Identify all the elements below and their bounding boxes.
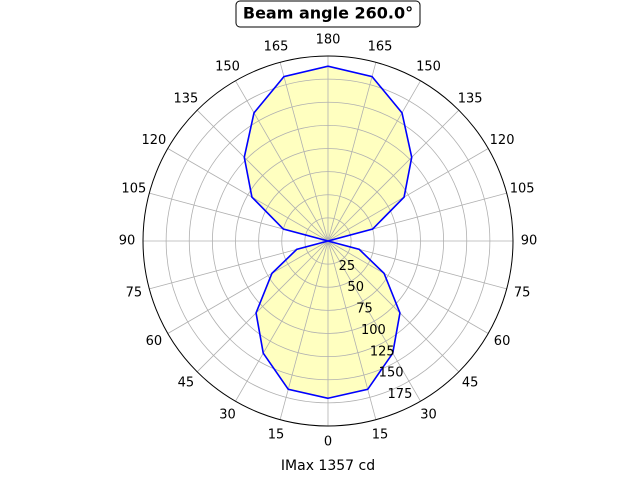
theta-tick-label: 15 bbox=[268, 428, 285, 443]
theta-tick-label: 120 bbox=[490, 133, 515, 148]
theta-tick-label: 45 bbox=[462, 376, 479, 391]
outer-frame bbox=[142, 55, 514, 427]
r-tick-label: 125 bbox=[370, 344, 395, 359]
theta-tick-label: 30 bbox=[420, 408, 437, 423]
grid-spoke bbox=[196, 240, 329, 373]
theta-tick-label: 0 bbox=[324, 435, 332, 450]
theta-tick-label: 90 bbox=[521, 234, 538, 249]
r-tick-label: 25 bbox=[339, 259, 356, 274]
title-box bbox=[235, 0, 421, 28]
grid-spoke bbox=[279, 62, 329, 242]
r-tick-label: 50 bbox=[347, 280, 364, 295]
theta-tick-label: 135 bbox=[173, 91, 198, 106]
theta-tick-label: 60 bbox=[494, 334, 511, 349]
theta-tick-label: 180 bbox=[316, 33, 341, 48]
theta-tick-label: 15 bbox=[372, 428, 389, 443]
r-tick-label: 100 bbox=[361, 323, 386, 338]
line bbox=[243, 65, 413, 400]
theta-tick-label: 75 bbox=[126, 286, 143, 301]
theta-tick-label: 135 bbox=[458, 91, 483, 106]
grid-spoke bbox=[327, 62, 377, 242]
grid-spoke bbox=[327, 240, 460, 373]
grid-spoke bbox=[235, 240, 329, 402]
theta-tick-label: 150 bbox=[416, 59, 441, 74]
theta-tick-label: 45 bbox=[178, 376, 195, 391]
chart-title: Beam angle 260.0° bbox=[243, 4, 413, 23]
theta-tick-label: 150 bbox=[215, 59, 240, 74]
theta-tick-label: 165 bbox=[264, 39, 289, 54]
theta-tick-label: 120 bbox=[142, 133, 167, 148]
theta-tick-label: 30 bbox=[219, 408, 236, 423]
grid-spoke bbox=[327, 109, 460, 242]
theta-tick-label: 60 bbox=[146, 334, 163, 349]
theta-tick-label: 105 bbox=[510, 181, 535, 196]
r-tick-label: 150 bbox=[379, 366, 404, 381]
grid-spoke bbox=[167, 148, 329, 242]
grid-spoke bbox=[327, 240, 421, 402]
r-tick-label: 75 bbox=[356, 302, 373, 317]
theta-tick-label: 165 bbox=[368, 39, 393, 54]
theta-tick-label: 90 bbox=[119, 234, 136, 249]
grid-spoke bbox=[196, 109, 329, 242]
grid-spoke bbox=[235, 80, 329, 242]
r-tick-label: 175 bbox=[388, 387, 413, 402]
grid-spoke bbox=[327, 240, 489, 334]
grid-spoke bbox=[167, 240, 329, 334]
x-axis-label: IMax 1357 cd bbox=[281, 458, 375, 474]
grid-spoke bbox=[327, 80, 421, 242]
grid-spoke bbox=[327, 148, 489, 242]
theta-tick-label: 75 bbox=[514, 286, 531, 301]
theta-tick-label: 105 bbox=[121, 181, 146, 196]
